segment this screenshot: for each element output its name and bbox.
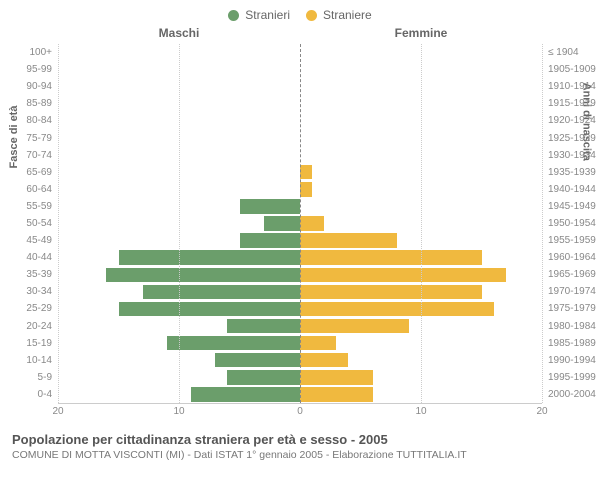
chart-area: Maschi Femmine 100+≤ 190495-991905-19099…	[58, 26, 542, 426]
birth-year-label: ≤ 1904	[542, 47, 579, 58]
age-label: 85-89	[26, 98, 58, 109]
legend-swatch-stranieri	[228, 10, 239, 21]
gridline	[542, 44, 543, 403]
bar-female	[300, 336, 336, 351]
bar-male	[167, 336, 300, 351]
age-label: 40-44	[26, 252, 58, 263]
y-axis-title-left: Fasce di età	[8, 106, 20, 169]
bar-female	[300, 302, 494, 317]
bar-female	[300, 250, 482, 265]
age-label: 55-59	[26, 201, 58, 212]
birth-year-label: 1910-1914	[542, 81, 596, 92]
birth-year-label: 1995-1999	[542, 372, 596, 383]
birth-year-label: 1985-1989	[542, 338, 596, 349]
bar-male	[227, 370, 300, 385]
age-label: 0-4	[38, 389, 58, 400]
bar-male	[143, 285, 300, 300]
bar-female	[300, 319, 409, 334]
legend-item-straniere: Straniere	[306, 8, 372, 22]
bar-female	[300, 387, 373, 402]
bar-male	[106, 268, 300, 283]
bar-female	[300, 285, 482, 300]
birth-year-label: 1920-1924	[542, 115, 596, 126]
birth-year-label: 1970-1974	[542, 286, 596, 297]
age-label: 30-34	[26, 286, 58, 297]
birth-year-label: 1945-1949	[542, 201, 596, 212]
age-label: 60-64	[26, 184, 58, 195]
age-label: 65-69	[26, 167, 58, 178]
legend-item-stranieri: Stranieri	[228, 8, 290, 22]
gridline	[58, 44, 59, 403]
bar-male	[191, 387, 300, 402]
age-label: 50-54	[26, 218, 58, 229]
birth-year-label: 2000-2004	[542, 389, 596, 400]
chart-footer: Popolazione per cittadinanza straniera p…	[0, 426, 600, 461]
birth-year-label: 1935-1939	[542, 167, 596, 178]
chart-title: Popolazione per cittadinanza straniera p…	[12, 432, 588, 447]
bar-female	[300, 216, 324, 231]
gridline	[421, 44, 422, 403]
bar-male	[264, 216, 300, 231]
age-label: 100+	[29, 47, 58, 58]
birth-year-label: 1925-1929	[542, 133, 596, 144]
birth-year-label: 1960-1964	[542, 252, 596, 263]
x-tick: 20	[536, 406, 547, 417]
age-label: 45-49	[26, 235, 58, 246]
birth-year-label: 1980-1984	[542, 321, 596, 332]
birth-year-label: 1990-1994	[542, 355, 596, 366]
x-tick: 20	[52, 406, 63, 417]
birth-year-label: 1955-1959	[542, 235, 596, 246]
x-tick: 10	[415, 406, 426, 417]
bar-female	[300, 370, 373, 385]
legend-swatch-straniere	[306, 10, 317, 21]
age-label: 90-94	[26, 81, 58, 92]
bar-female	[300, 182, 312, 197]
legend-label-straniere: Straniere	[323, 8, 372, 22]
column-header-maschi: Maschi	[58, 26, 300, 44]
birth-year-label: 1940-1944	[542, 184, 596, 195]
age-label: 70-74	[26, 150, 58, 161]
bar-female	[300, 233, 397, 248]
pyramid-grid: 100+≤ 190495-991905-190990-941910-191485…	[58, 44, 542, 404]
birth-year-label: 1915-1919	[542, 98, 596, 109]
birth-year-label: 1905-1909	[542, 64, 596, 75]
age-label: 35-39	[26, 269, 58, 280]
x-tick: 0	[297, 406, 303, 417]
bar-male	[240, 233, 301, 248]
birth-year-label: 1930-1934	[542, 150, 596, 161]
age-label: 10-14	[26, 355, 58, 366]
age-label: 5-9	[38, 372, 58, 383]
bar-male	[240, 199, 301, 214]
age-label: 80-84	[26, 115, 58, 126]
bar-female	[300, 165, 312, 180]
age-label: 75-79	[26, 133, 58, 144]
legend-label-stranieri: Stranieri	[245, 8, 290, 22]
x-axis: 201001020	[58, 404, 542, 424]
birth-year-label: 1975-1979	[542, 303, 596, 314]
bar-male	[227, 319, 300, 334]
column-header-femmine: Femmine	[300, 26, 542, 44]
age-label: 95-99	[26, 64, 58, 75]
gridline	[179, 44, 180, 403]
x-tick: 10	[173, 406, 184, 417]
bar-male	[215, 353, 300, 368]
age-label: 20-24	[26, 321, 58, 332]
bar-female	[300, 353, 348, 368]
age-label: 25-29	[26, 303, 58, 314]
legend: Stranieri Straniere	[0, 0, 600, 26]
bar-male	[119, 302, 301, 317]
birth-year-label: 1965-1969	[542, 269, 596, 280]
center-line	[300, 44, 301, 403]
age-label: 15-19	[26, 338, 58, 349]
bar-female	[300, 268, 506, 283]
birth-year-label: 1950-1954	[542, 218, 596, 229]
chart-subtitle: COMUNE DI MOTTA VISCONTI (MI) - Dati IST…	[12, 449, 588, 461]
bar-male	[119, 250, 301, 265]
